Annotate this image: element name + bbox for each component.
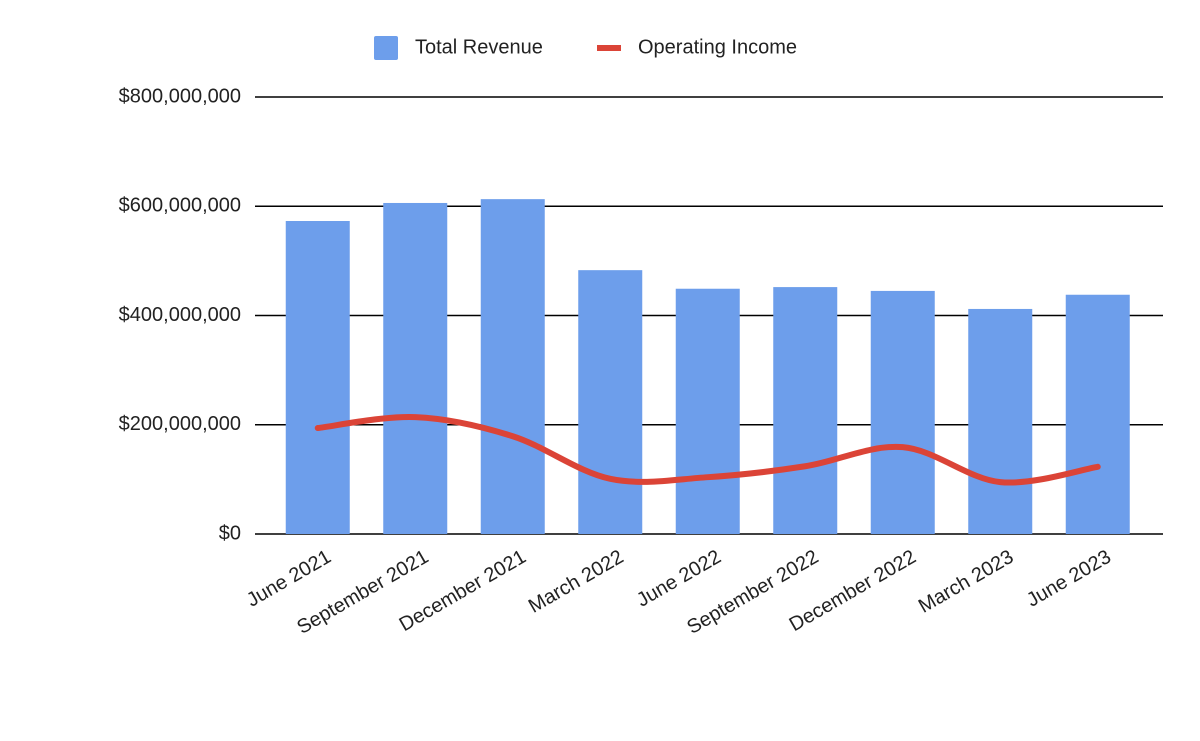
x-tick-label: June 2021 [243,546,335,612]
legend-label: Operating Income [638,36,797,58]
bar [773,287,838,534]
y-tick-label: $800,000,000 [119,85,241,107]
bar [870,290,935,534]
bar [578,270,643,534]
bar [480,199,545,534]
bar [675,288,740,534]
bar [968,308,1033,534]
legend-label: Total Revenue [415,36,543,58]
bar [285,220,350,534]
y-tick-label: $0 [219,522,241,544]
bar [383,202,448,534]
line [314,414,1101,486]
legend-swatch [374,36,398,60]
y-tick-label: $400,000,000 [119,304,241,326]
y-tick-label: $600,000,000 [119,195,241,217]
x-tick-label: March 2023 [915,546,1017,618]
x-tick-label: June 2022 [633,546,725,612]
y-tick-label: $200,000,000 [119,413,241,435]
bar [1065,294,1130,534]
x-tick-label: March 2022 [525,546,627,618]
x-tick-label: June 2023 [1023,546,1115,612]
